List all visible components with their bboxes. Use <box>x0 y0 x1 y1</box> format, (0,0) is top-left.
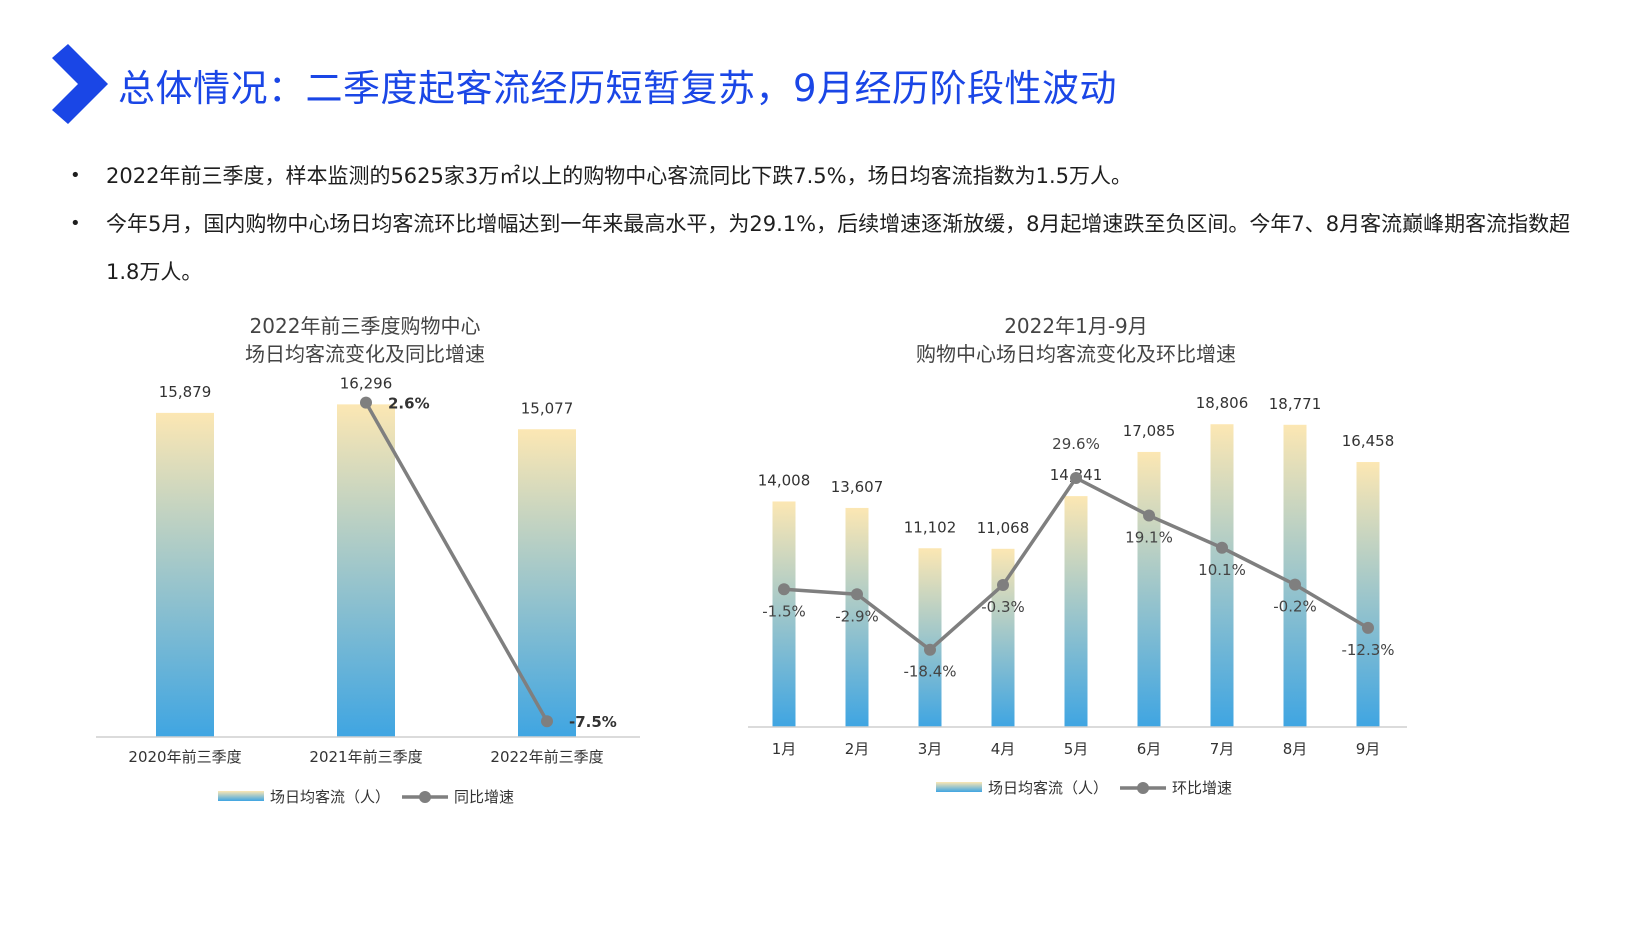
bullet-dot: • <box>70 165 81 186</box>
title-bar <box>52 44 122 124</box>
bar <box>772 501 796 727</box>
bar-value-label: 11,068 <box>977 519 1030 537</box>
bar <box>518 429 576 737</box>
legend-bar-swatch <box>936 782 982 792</box>
x-tick-label: 2020年前三季度 <box>128 748 241 766</box>
bar-value-label: 15,879 <box>159 383 212 401</box>
bar-value-label: 16,296 <box>340 374 393 392</box>
line-point <box>1362 621 1374 634</box>
bar-value-label: 15,077 <box>521 399 574 417</box>
line-value-label: 29.6% <box>1052 435 1100 453</box>
x-tick-label: 2021年前三季度 <box>309 748 422 766</box>
legend-line-marker <box>419 791 432 803</box>
bullet-list: • 2022年前三季度，样本监测的5625家3万㎡以上的购物中心客流同比下跌7.… <box>70 152 1590 296</box>
x-tick-label: 1月 <box>772 740 797 758</box>
x-tick-label: 8月 <box>1283 740 1308 758</box>
bullet-dot: • <box>70 213 81 234</box>
series-line <box>364 401 549 723</box>
line-value-label: 10.1% <box>1198 561 1246 579</box>
bar <box>918 548 942 727</box>
bar <box>991 548 1015 727</box>
line-value-label: -7.5% <box>569 713 617 731</box>
x-tick-label: 7月 <box>1210 740 1235 758</box>
bar <box>1137 451 1161 727</box>
bar <box>1356 462 1380 727</box>
line-point <box>997 578 1009 591</box>
bullet-text: 今年5月，国内购物中心场日均客流环比增幅达到一年来最高水平，为29.1%，后续增… <box>106 212 1571 284</box>
legend-line-label: 同比增速 <box>454 788 514 806</box>
bar-value-label: 11,102 <box>904 518 957 536</box>
legend-line-label: 环比增速 <box>1172 779 1232 797</box>
line-point <box>360 396 372 409</box>
bar-value-label: 17,085 <box>1123 422 1176 440</box>
bullet-text: 2022年前三季度，样本监测的5625家3万㎡以上的购物中心客流同比下跌7.5%… <box>106 164 1132 188</box>
chart-2-title-line: 2022年1月-9月 <box>1004 314 1148 338</box>
x-tick-label: 2月 <box>845 740 870 758</box>
line-point <box>1216 541 1228 554</box>
chart-1-title-line: 2022年前三季度购物中心 <box>249 314 481 338</box>
bar-value-label: 13,607 <box>831 478 884 496</box>
line-point <box>1070 471 1082 484</box>
chart-1-title: 2022年前三季度购物中心 场日均客流变化及同比增速 <box>165 312 565 368</box>
chart-2-title-line: 购物中心场日均客流变化及环比增速 <box>916 342 1236 366</box>
legend-line-marker <box>1137 782 1150 794</box>
bar <box>1210 424 1234 727</box>
line-point <box>1289 578 1301 591</box>
chart-2-title: 2022年1月-9月 购物中心场日均客流变化及环比增速 <box>876 312 1276 368</box>
line-point <box>541 715 553 728</box>
line-value-label: 19.1% <box>1125 529 1173 547</box>
chevron-right-icon <box>52 44 108 124</box>
x-tick-label: 3月 <box>918 740 943 758</box>
line-value-label: -12.3% <box>1341 641 1394 659</box>
line-value-label: -18.4% <box>903 663 956 681</box>
bar <box>1064 496 1088 727</box>
legend-bar-swatch <box>218 791 264 801</box>
line-value-label: -1.5% <box>762 602 806 620</box>
bar <box>337 404 395 737</box>
x-tick-label: 9月 <box>1356 740 1381 758</box>
line-value-label: -0.2% <box>1273 598 1317 616</box>
line-point <box>851 588 863 601</box>
line-point <box>778 583 790 596</box>
bullet-item: • 2022年前三季度，样本监测的5625家3万㎡以上的购物中心客流同比下跌7.… <box>70 152 1590 200</box>
bar-value-label: 18,771 <box>1269 395 1322 413</box>
bar-value-label: 14,008 <box>758 471 811 489</box>
line-point <box>1143 509 1155 522</box>
legend-bar-label: 场日均客流（人） <box>270 788 390 806</box>
bullet-item: • 今年5月，国内购物中心场日均客流环比增幅达到一年来最高水平，为29.1%，后… <box>70 200 1590 296</box>
line-value-label: -0.3% <box>981 598 1025 616</box>
bar <box>1283 424 1307 727</box>
x-tick-label: 5月 <box>1064 740 1089 758</box>
bar-value-label: 18,806 <box>1196 394 1249 412</box>
chart-1-title-line: 场日均客流变化及同比增速 <box>245 342 485 366</box>
line-value-label: -2.9% <box>835 607 879 625</box>
line-point <box>924 643 936 656</box>
bar <box>156 412 214 737</box>
x-tick-label: 6月 <box>1137 740 1162 758</box>
x-tick-label: 4月 <box>991 740 1016 758</box>
x-tick-label: 2022年前三季度 <box>490 748 603 766</box>
bar <box>845 507 869 727</box>
legend-bar-label: 场日均客流（人） <box>988 779 1108 797</box>
line-value-label: 2.6% <box>388 395 430 413</box>
bar-value-label: 16,458 <box>1342 432 1395 450</box>
page-title: 总体情况：二季度起客流经历短暂复苏，9月经历阶段性波动 <box>118 67 1118 110</box>
